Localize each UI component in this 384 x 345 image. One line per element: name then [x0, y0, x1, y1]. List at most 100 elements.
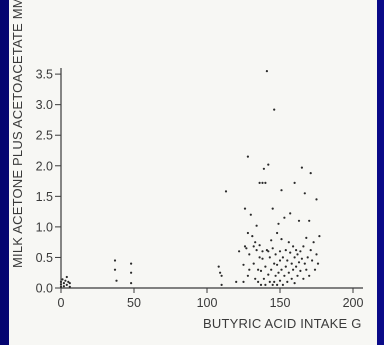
data-point [68, 282, 71, 285]
data-point [271, 283, 274, 286]
data-point [300, 166, 303, 169]
data-point [287, 271, 290, 274]
data-point [259, 269, 263, 272]
data-point [62, 282, 65, 285]
data-point [257, 268, 260, 271]
data-point [270, 239, 273, 242]
data-point [295, 265, 298, 268]
x-tick-label: 0 [58, 296, 65, 310]
data-point [265, 70, 268, 73]
data-point [284, 249, 287, 252]
data-point [248, 253, 251, 256]
data-point [235, 280, 238, 283]
y-tick-label: 0.5 [36, 251, 53, 265]
data-point [296, 274, 299, 277]
data-point [305, 236, 308, 239]
data-point [262, 277, 265, 280]
data-point [276, 283, 279, 286]
data-point [293, 256, 296, 259]
data-point [287, 241, 290, 244]
data-point [246, 274, 249, 277]
data-point [255, 249, 258, 252]
data-point [61, 278, 64, 281]
data-point [281, 256, 284, 259]
data-point [273, 108, 276, 111]
data-point [278, 250, 282, 253]
data-point [293, 181, 296, 184]
data-point [248, 268, 251, 271]
data-point [259, 283, 263, 286]
data-point [264, 283, 267, 286]
data-point [130, 262, 133, 265]
data-point [267, 250, 270, 253]
data-point [274, 274, 277, 277]
y-tick-label: 3.5 [36, 68, 53, 82]
data-point [299, 269, 302, 272]
data-point [261, 181, 264, 184]
data-point [274, 253, 277, 256]
data-point [257, 280, 260, 283]
data-point [245, 247, 248, 250]
axes [60, 68, 363, 289]
data-point [271, 247, 274, 250]
x-tick-label: 150 [270, 296, 291, 310]
data-point [220, 274, 223, 277]
data-point [219, 271, 222, 274]
data-point [315, 198, 318, 201]
data-point [309, 249, 312, 252]
data-point [268, 256, 271, 259]
data-point [242, 280, 245, 283]
data-point [249, 213, 252, 216]
data-point [258, 244, 261, 247]
data-point [276, 231, 279, 235]
data-point [284, 265, 287, 268]
data-point [311, 259, 314, 262]
data-point [299, 250, 302, 253]
data-points [59, 70, 321, 288]
data-point [65, 275, 68, 279]
data-point [297, 261, 301, 264]
data-point [278, 259, 282, 262]
data-point [59, 283, 63, 286]
data-point [295, 249, 298, 252]
data-point [293, 282, 296, 285]
data-point [267, 163, 270, 166]
data-point [289, 212, 292, 215]
data-point [246, 155, 249, 158]
data-point [283, 216, 286, 219]
data-point [264, 181, 267, 184]
x-tick-label: 100 [197, 296, 218, 310]
data-point [280, 189, 283, 192]
data-point [115, 279, 118, 282]
data-point [297, 219, 301, 222]
data-point [62, 285, 65, 288]
data-point [313, 268, 317, 271]
data-point [308, 219, 311, 222]
x-tick-label: 200 [343, 296, 364, 310]
data-point [286, 280, 289, 283]
data-point [283, 274, 286, 277]
data-point [65, 283, 68, 286]
data-point [289, 251, 292, 254]
data-point [276, 263, 279, 266]
data-point [273, 262, 276, 265]
y-tick-label: 2.5 [36, 129, 53, 143]
ticks: 0.0 0.5 1.0 1.5 2.0 2.5 3.0 3.5 0 50 100 150 200 [36, 68, 364, 310]
data-point [306, 256, 309, 259]
data-point [303, 192, 306, 195]
scatter-chart: 0.0 0.5 1.0 1.5 2.0 2.5 3.0 3.5 0 50 100 150 200 BUT… [10, 0, 364, 331]
data-point [300, 257, 303, 260]
data-point [262, 167, 265, 170]
data-point [277, 271, 280, 274]
data-point [242, 263, 245, 266]
data-point [316, 262, 320, 265]
data-point [271, 207, 274, 210]
data-point [261, 257, 264, 260]
data-point [303, 262, 306, 265]
data-point [296, 253, 299, 256]
data-point [318, 235, 321, 238]
data-point [273, 280, 276, 283]
chart-card: 0.0 0.5 1.0 1.5 2.0 2.5 3.0 3.5 0 50 100 150 200 BUT… [9, 0, 377, 345]
data-point [270, 268, 273, 271]
data-point [67, 280, 70, 283]
